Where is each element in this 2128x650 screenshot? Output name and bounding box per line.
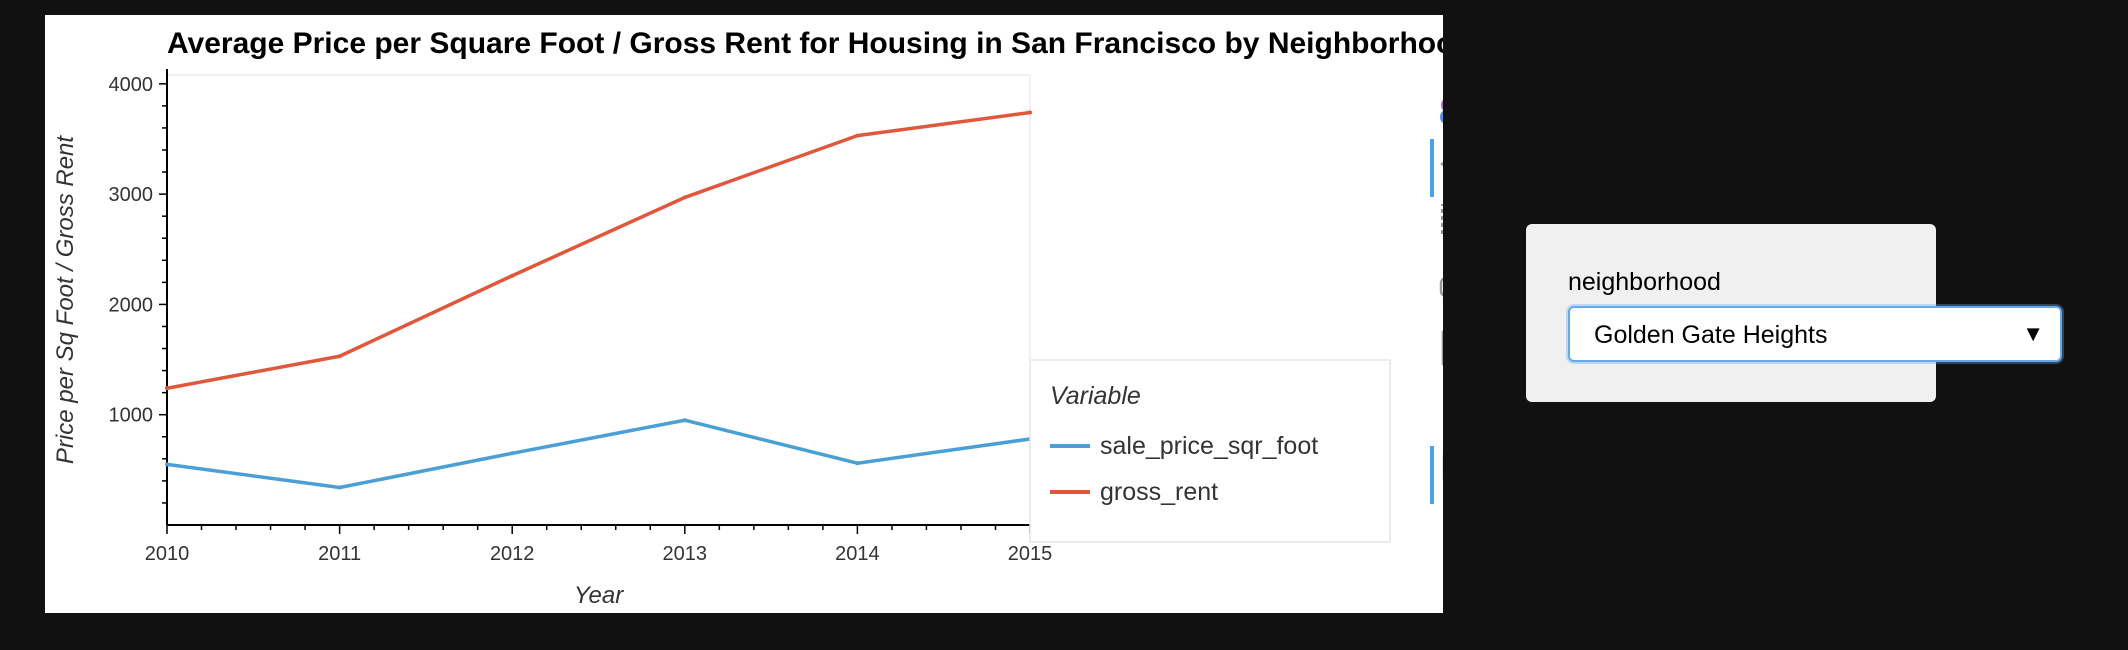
reset-icon bbox=[1439, 388, 1443, 428]
x-axis-label: Year bbox=[574, 582, 624, 609]
legend-entry-sale_price_sqr_foot: sale_price_sqr_foot bbox=[1100, 432, 1318, 460]
data-point-gross_rent bbox=[1028, 110, 1032, 115]
save-tool[interactable] bbox=[1430, 323, 1443, 373]
wheel-zoom-icon bbox=[1439, 277, 1443, 297]
data-point-sale_price_sqr_foot bbox=[682, 418, 687, 423]
y-tick-label: 4000 bbox=[109, 74, 154, 96]
pan-tool[interactable] bbox=[1430, 139, 1443, 197]
box-zoom-icon bbox=[1441, 204, 1443, 236]
data-point-sale_price_sqr_foot bbox=[165, 462, 169, 467]
y-tick-label: 1000 bbox=[109, 405, 154, 427]
bokeh-logo-icon[interactable] bbox=[1430, 87, 1443, 137]
plot-toolbar bbox=[1430, 83, 1443, 513]
wheel-zoom-tool[interactable] bbox=[1430, 261, 1443, 311]
data-point-sale_price_sqr_foot bbox=[510, 451, 515, 456]
chevron-down-icon: ▼ bbox=[2022, 321, 2044, 346]
neighborhood-select[interactable]: Golden Gate Heights ▼ bbox=[1568, 306, 2062, 362]
x-tick-label: 2013 bbox=[663, 543, 708, 565]
hover-icon bbox=[1442, 454, 1443, 480]
x-tick-label: 2015 bbox=[1008, 543, 1053, 565]
plot-panel: 1000 2000 3000 4000 2010 2011 2012 2013 2014 2015… bbox=[45, 15, 1443, 613]
hover-tool[interactable] bbox=[1430, 446, 1443, 504]
data-point-gross_rent bbox=[510, 273, 515, 278]
reset-tool[interactable] bbox=[1430, 383, 1443, 433]
chart-legend: Variable sale_price_sqr_foot gross_rent bbox=[1029, 359, 1391, 543]
neighborhood-label: neighborhood bbox=[1568, 268, 1721, 296]
chart-title: Average Price per Square Foot / Gross Re… bbox=[167, 27, 1443, 60]
data-point-sale_price_sqr_foot bbox=[855, 461, 860, 466]
data-point-gross_rent bbox=[682, 195, 687, 200]
series-line-gross_rent bbox=[166, 110, 1031, 390]
data-point-gross_rent bbox=[165, 386, 169, 391]
chart-canvas[interactable]: 1000 2000 3000 4000 2010 2011 2012 2013 2014 2015… bbox=[45, 15, 1443, 613]
series-line-sale_price_sqr_foot bbox=[166, 418, 1031, 490]
pan-icon bbox=[1440, 161, 1443, 167]
neighborhood-select-value: Golden Gate Heights bbox=[1594, 321, 1828, 349]
x-tick-label: 2010 bbox=[145, 543, 190, 565]
y-axis-label: Price per Sq Foot / Gross Rent bbox=[52, 135, 79, 464]
legend-box bbox=[1029, 359, 1391, 543]
chart-axes: 1000 2000 3000 4000 2010 2011 2012 2013 2014 2015… bbox=[52, 69, 1052, 609]
x-tick-label: 2011 bbox=[318, 543, 361, 565]
box-zoom-tool[interactable] bbox=[1430, 197, 1443, 247]
y-tick-label: 2000 bbox=[109, 294, 154, 316]
data-point-sale_price_sqr_foot bbox=[337, 485, 342, 490]
data-point-gross_rent bbox=[855, 133, 860, 138]
save-icon bbox=[1441, 330, 1443, 366]
x-tick-label: 2012 bbox=[490, 543, 535, 565]
y-tick-label: 3000 bbox=[109, 184, 154, 206]
data-point-gross_rent bbox=[337, 354, 342, 359]
x-tick-label: 2014 bbox=[835, 543, 880, 565]
widget-panel: neighborhood Golden Gate Heights ▼ bbox=[1526, 224, 2062, 402]
chart-lines bbox=[165, 110, 1032, 490]
legend-title: Variable bbox=[1050, 382, 1141, 410]
legend-entry-gross_rent: gross_rent bbox=[1100, 478, 1218, 506]
